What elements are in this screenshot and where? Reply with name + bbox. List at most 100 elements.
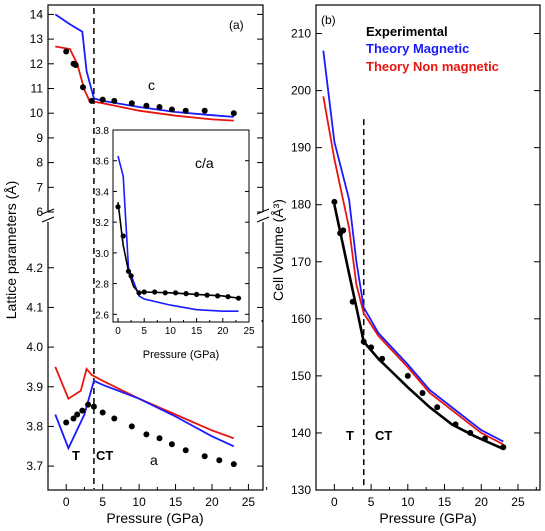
a-experimental-point bbox=[74, 411, 81, 418]
c-experimental-point bbox=[156, 104, 163, 110]
inset-experimental-point bbox=[136, 290, 142, 296]
panel-b-y-tick-label: 200 bbox=[291, 84, 311, 98]
panel-a-x-tick-label: 10 bbox=[132, 495, 146, 509]
c-experimental-point bbox=[63, 48, 70, 55]
annotation-c: c bbox=[148, 77, 155, 93]
panel-a-frame bbox=[47, 4, 264, 491]
volume-experimental-point bbox=[452, 421, 459, 428]
c-theory-non-magnetic-line bbox=[55, 45, 234, 122]
panel-b-xlabel: Pressure (GPa) bbox=[379, 510, 476, 526]
inset-x-tick-label: 15 bbox=[191, 326, 203, 337]
panel-a-lower-y-tick-label: 3.7 bbox=[26, 459, 43, 473]
a-experimental-point bbox=[128, 423, 135, 430]
panel-a-lower-y-tick-label: 3.8 bbox=[26, 419, 43, 433]
panel-b-x-tick-label: 5 bbox=[368, 495, 375, 509]
axis-break-right-mark bbox=[256, 216, 270, 223]
volume-experimental-point bbox=[467, 429, 474, 436]
volume-experimental-point bbox=[368, 344, 375, 351]
panel-a-series bbox=[54, 8, 237, 489]
a-theory-magnetic-line bbox=[54, 379, 235, 451]
panel-a-x-tick-label: 0 bbox=[63, 495, 70, 509]
panel-b-x-tick-label: 10 bbox=[401, 495, 415, 509]
panel-a-x-tick-label: 20 bbox=[205, 495, 219, 509]
annotation-t-phase-b: T bbox=[346, 428, 354, 443]
annotation-t-phase-a: T bbox=[72, 448, 80, 463]
inset-x-ticks: 0 5 10 15 20 25 bbox=[115, 318, 263, 337]
inset-y-tick-label: 3.4 bbox=[95, 187, 109, 198]
panel-a-x-tick-label: 5 bbox=[99, 495, 106, 509]
panel-b-x-ticks: 0 5 10 15 20 25 bbox=[331, 484, 537, 509]
panel-a-lower-y-tick-label: 4.0 bbox=[26, 340, 43, 354]
c-experimental-point bbox=[230, 110, 237, 117]
inset-x-tick-label: 0 bbox=[115, 326, 121, 337]
c-experimental-point bbox=[88, 97, 95, 104]
axis-break-right-mask bbox=[257, 212, 269, 222]
inset-x-tick-label: 25 bbox=[243, 326, 255, 337]
legend: Experimental Theory Magnetic Theory Non … bbox=[366, 24, 499, 74]
c-experimental-point bbox=[143, 102, 150, 109]
panel-a-ylabel: Lattice parameters (Å) bbox=[3, 181, 19, 320]
inset-experimental-point bbox=[173, 290, 179, 296]
inset-y-tick-label: 3.8 bbox=[95, 126, 109, 137]
inset-series bbox=[115, 155, 242, 313]
a-experimental-point bbox=[216, 457, 223, 464]
volume-experimental-point bbox=[434, 404, 441, 411]
panel-a-x-tick-label: 25 bbox=[242, 495, 256, 509]
a-experimental-point bbox=[230, 461, 237, 468]
panel-b-x-tick-label: 20 bbox=[475, 495, 489, 509]
a-experimental-point bbox=[90, 403, 97, 410]
c-experimental-point bbox=[111, 97, 118, 104]
volume-theory-non-magnetic-line bbox=[322, 96, 504, 446]
annotation-a: a bbox=[150, 452, 158, 468]
a-theory-non-magnetic-line bbox=[54, 366, 235, 440]
inset-experimental-point bbox=[194, 291, 200, 297]
panel-b-y-tick-label: 160 bbox=[291, 312, 311, 326]
volume-experimental-point bbox=[500, 444, 507, 451]
volume-experimental-point bbox=[404, 372, 411, 379]
panel-b-y-tick-label: 170 bbox=[291, 255, 311, 269]
panel-a-lower-y-tick-label: 3.9 bbox=[26, 380, 43, 394]
panel-b-y-tick-label: 190 bbox=[291, 141, 311, 155]
panel-a-upper-y-tick-label: 7 bbox=[36, 180, 43, 194]
volume-experimental-point bbox=[340, 227, 347, 234]
c-experimental-point bbox=[182, 107, 189, 114]
inset-label: c/a bbox=[195, 155, 214, 171]
a-experimental-point bbox=[70, 415, 77, 422]
panel-a-lower-y-ticks: 3.7 3.8 3.9 4.0 4.1 4.2 bbox=[26, 261, 263, 473]
a-experimental-point bbox=[201, 453, 208, 460]
inset-experimental-point bbox=[215, 293, 221, 299]
panel-a-upper-y-tick-label: 8 bbox=[36, 156, 43, 170]
a-experimental-point bbox=[79, 407, 86, 414]
legend-theory-magnetic: Theory Magnetic bbox=[366, 41, 469, 56]
c-theory-magnetic-line bbox=[54, 13, 234, 118]
inset-experimental-point bbox=[128, 273, 134, 279]
panel-b-x-tick-label: 25 bbox=[511, 495, 525, 509]
annotation-ct-phase-a: CT bbox=[96, 448, 113, 463]
legend-experimental: Experimental bbox=[366, 24, 448, 39]
panel-b-y-tick-label: 180 bbox=[291, 198, 311, 212]
inset-y-tick-label: 2.6 bbox=[95, 310, 109, 321]
panel-a: 0 5 10 15 20 25 6 7 8 9 10 11 12 13 14 3.7 3.8 3.9 4.0 4.… bbox=[3, 4, 270, 526]
inset-experimental-point bbox=[225, 294, 231, 300]
inset-y-tick-label: 2.8 bbox=[95, 280, 109, 291]
inset-c-over-a: 0 5 10 15 20 25 2.6 2.8 3.0 3.2 3.4 3.6 3.8 c/a Pre… bbox=[95, 126, 263, 361]
inset-experimental-point bbox=[115, 204, 121, 210]
panel-a-upper-y-tick-label: 6 bbox=[36, 205, 43, 219]
a-experimental-point bbox=[168, 441, 175, 448]
panel-a-upper-y-tick-label: 13 bbox=[30, 32, 44, 46]
legend-theory-non-magnetic: Theory Non magnetic bbox=[366, 59, 499, 74]
volume-experimental-point bbox=[331, 198, 338, 205]
panel-b-y-tick-label: 210 bbox=[291, 27, 311, 41]
volume-experimental-point bbox=[379, 355, 386, 362]
a-experimental-point bbox=[182, 447, 189, 454]
volume-experimental-point bbox=[481, 435, 488, 442]
volume-experimental-point bbox=[349, 298, 356, 305]
inset-y-tick-label: 3.2 bbox=[95, 218, 109, 229]
panel-a-upper-y-tick-label: 11 bbox=[31, 82, 44, 96]
inset-experimental-point bbox=[162, 290, 168, 296]
a-experimental-point bbox=[111, 415, 118, 422]
inset-x-tick-label: 20 bbox=[217, 326, 229, 337]
c-experimental-point bbox=[99, 96, 106, 103]
volume-theory-magnetic-line bbox=[322, 50, 504, 443]
